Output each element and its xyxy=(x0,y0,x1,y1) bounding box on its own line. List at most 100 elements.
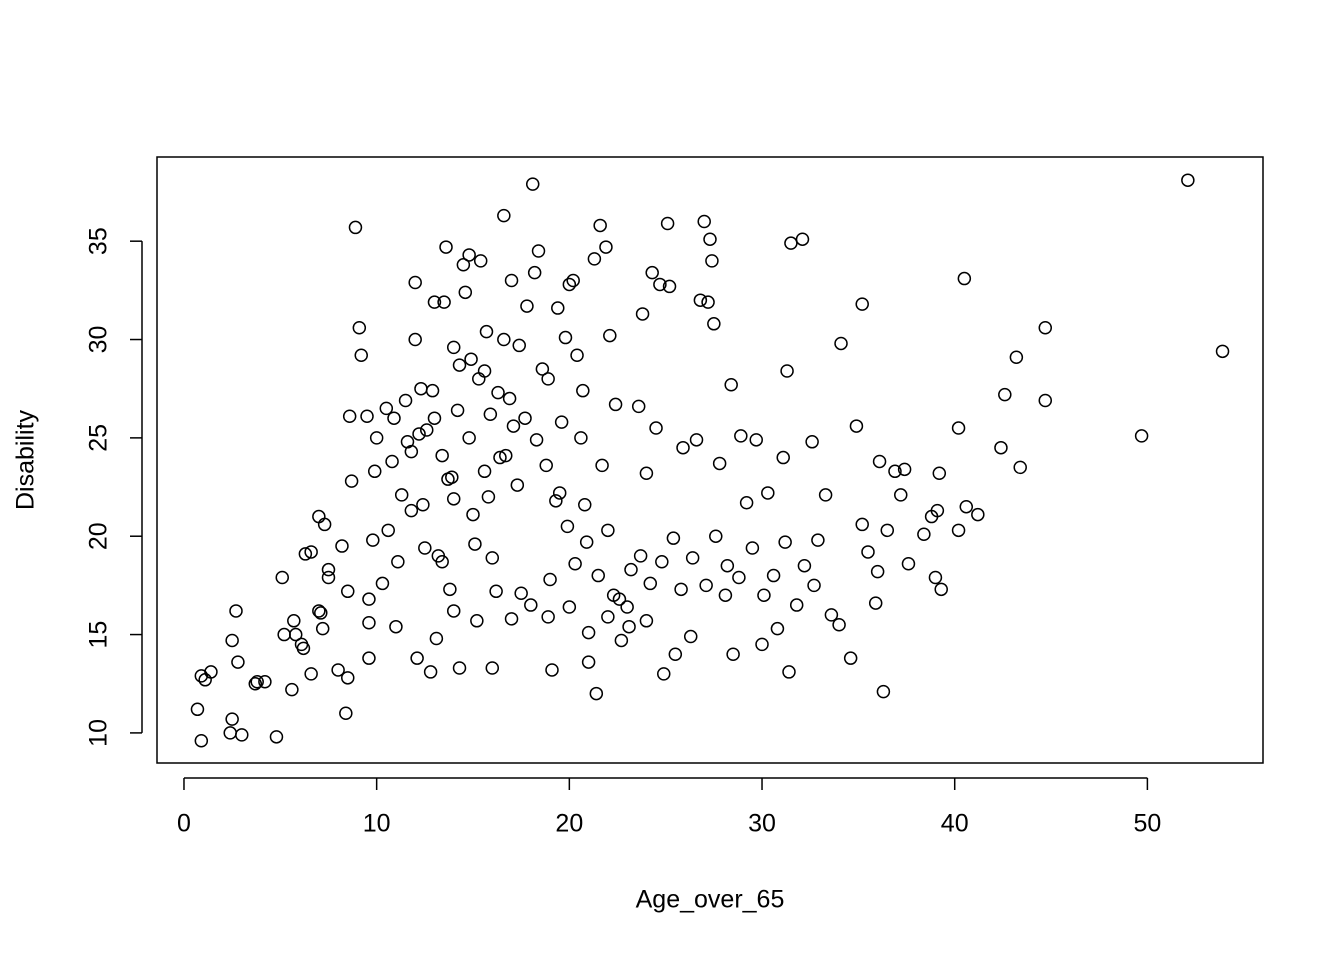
point xyxy=(720,558,735,573)
point xyxy=(354,348,368,363)
point xyxy=(470,614,484,628)
plot-frame xyxy=(156,156,1264,764)
point xyxy=(888,464,902,479)
point xyxy=(552,486,567,500)
point xyxy=(818,488,833,502)
point xyxy=(805,435,819,449)
point xyxy=(643,576,658,591)
point xyxy=(504,612,519,626)
point xyxy=(612,592,627,606)
point xyxy=(581,625,596,640)
point xyxy=(739,496,754,510)
point xyxy=(861,545,875,559)
point xyxy=(782,665,796,679)
point xyxy=(797,558,812,573)
point xyxy=(1013,460,1027,475)
point xyxy=(321,570,336,585)
point xyxy=(512,338,526,353)
point xyxy=(315,621,330,636)
point xyxy=(545,663,559,677)
point xyxy=(398,393,413,408)
point xyxy=(420,423,434,437)
point xyxy=(570,348,584,363)
point xyxy=(456,258,471,272)
point xyxy=(685,551,700,565)
point xyxy=(668,647,683,661)
y-tick-label: 20 xyxy=(85,522,113,550)
point xyxy=(394,488,409,502)
point xyxy=(408,332,422,347)
point xyxy=(1181,173,1195,187)
point xyxy=(339,706,353,720)
point xyxy=(231,655,245,669)
point xyxy=(400,435,415,449)
point xyxy=(576,383,590,398)
point xyxy=(362,651,376,665)
point xyxy=(504,273,519,288)
point xyxy=(633,549,648,563)
point xyxy=(312,509,326,524)
point xyxy=(562,600,577,614)
point xyxy=(375,576,390,591)
point xyxy=(497,332,511,347)
point xyxy=(446,604,461,618)
point xyxy=(304,545,318,559)
point xyxy=(780,364,794,378)
point xyxy=(834,336,848,351)
point xyxy=(443,582,457,597)
point xyxy=(870,564,885,579)
point xyxy=(277,627,291,642)
y-axis-label: Disability xyxy=(12,409,40,510)
y-tick-label: 25 xyxy=(85,424,113,452)
point xyxy=(366,533,380,547)
point xyxy=(466,507,480,522)
point xyxy=(581,655,596,669)
point xyxy=(732,570,746,585)
point xyxy=(425,383,440,398)
point xyxy=(483,407,498,422)
point xyxy=(369,431,384,445)
y-tick-label: 35 xyxy=(85,227,113,255)
point xyxy=(344,474,359,488)
point xyxy=(275,570,289,585)
point xyxy=(776,450,790,465)
point xyxy=(624,562,638,577)
point xyxy=(587,252,602,266)
point xyxy=(770,621,785,636)
point xyxy=(477,464,492,479)
point xyxy=(593,218,607,233)
point xyxy=(707,317,721,331)
point xyxy=(491,385,505,400)
y-tick-label: 15 xyxy=(85,621,113,649)
point xyxy=(591,568,605,583)
point xyxy=(429,631,444,646)
point xyxy=(724,378,738,392)
point xyxy=(872,454,887,469)
point xyxy=(435,448,449,463)
point xyxy=(464,352,478,366)
point xyxy=(485,661,500,675)
point xyxy=(481,490,496,504)
point xyxy=(446,340,461,355)
point xyxy=(314,606,328,620)
point xyxy=(755,637,769,652)
y-tick-label: 10 xyxy=(85,719,113,747)
point xyxy=(229,604,243,618)
point xyxy=(427,295,442,309)
point xyxy=(928,570,943,585)
point xyxy=(639,466,654,481)
point xyxy=(331,663,345,677)
point xyxy=(761,486,775,500)
point xyxy=(250,675,264,689)
point xyxy=(843,651,858,665)
point xyxy=(697,214,711,229)
x-tick-label: 20 xyxy=(555,810,583,838)
point xyxy=(934,582,948,597)
point xyxy=(745,541,760,555)
point xyxy=(824,608,839,622)
point xyxy=(951,421,966,435)
point xyxy=(439,240,453,254)
point xyxy=(387,411,401,425)
point xyxy=(541,372,555,386)
